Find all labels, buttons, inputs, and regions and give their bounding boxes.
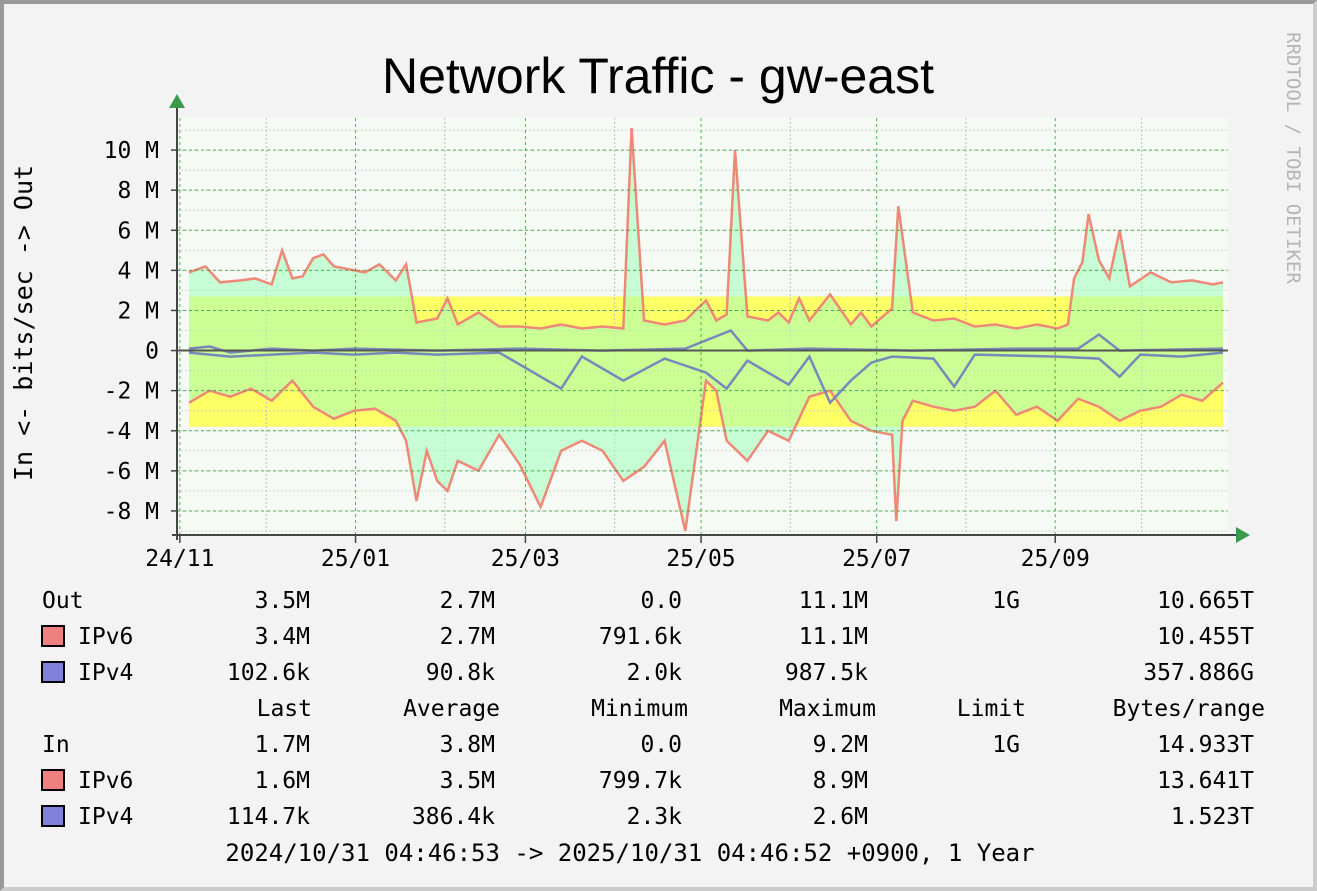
y-tick-label: 6 M <box>117 218 159 244</box>
legend-in_ipv4-bytes: 1.523T <box>1171 804 1254 830</box>
legend-in-minimum: 0.0 <box>640 732 682 758</box>
legend-in-limit: 1G <box>992 732 1020 758</box>
y-tick-label: -4 M <box>104 419 159 445</box>
y-axis-label: In <- bits/sec -> Out <box>9 165 38 481</box>
legend-in_ipv6-minimum: 799.7k <box>599 768 682 794</box>
y-axis-arrow <box>169 94 185 108</box>
legend-in_ipv4-minimum: 2.3k <box>627 804 683 830</box>
plot-area: 10 M 8 M 6 M 4 M 2 M 0 -2 M -4 M -6 M -8 M 24/11 25… <box>104 94 1250 572</box>
legend-in_ipv6-bytes: 13.641T <box>1157 768 1254 794</box>
legend-out_ipv6-average: 2.7M <box>440 624 495 650</box>
legend-out_ipv6-bytes: 10.455T <box>1157 624 1254 650</box>
legend-out-limit: 1G <box>992 588 1020 614</box>
series-line-in-ipv6 <box>188 377 1224 532</box>
legend-swatch <box>41 625 65 647</box>
legend-out_ipv4-average: 90.8k <box>426 660 495 686</box>
legend-out-minimum: 0.0 <box>640 588 682 614</box>
y-tick-label: -8 M <box>104 499 159 525</box>
y-tick-label: 0 <box>145 339 159 365</box>
legend-row-label: In <box>42 732 70 758</box>
legend-in-average: 3.8M <box>440 732 495 758</box>
legend-out_ipv4-bytes: 357.886G <box>1143 660 1254 686</box>
legend-out-maximum: 11.1M <box>799 588 868 614</box>
x-tick-label: 25/05 <box>666 546 735 572</box>
x-tick-label: 24/11 <box>145 546 214 572</box>
watermark: RRDTOOL / TOBI OETIKER <box>1282 32 1304 284</box>
legend-row-label: IPv4 <box>78 804 133 830</box>
legend-header-average: Average <box>403 696 500 722</box>
legend-in_ipv6-average: 3.5M <box>440 768 495 794</box>
legend-in_ipv4-maximum: 2.6M <box>813 804 868 830</box>
time-range-footer: 2024/10/31 04:46:53 -> 2025/10/31 04:46:… <box>225 839 1034 867</box>
legend-header-last: Last <box>257 696 312 722</box>
chart-title: Network Traffic - gw-east <box>382 48 934 104</box>
legend-in_ipv4-last: 114.7k <box>227 804 310 830</box>
y-tick-label: -6 M <box>104 459 159 485</box>
legend-out-bytes: 10.665T <box>1157 588 1254 614</box>
legend-in_ipv6-last: 1.6M <box>255 768 310 794</box>
legend-out-average: 2.7M <box>440 588 495 614</box>
y-tick-label: 10 M <box>104 138 159 164</box>
legend-out_ipv4-minimum: 2.0k <box>627 660 683 686</box>
y-tick-label: 8 M <box>117 178 159 204</box>
legend-in-maximum: 9.2M <box>813 732 868 758</box>
x-tick-label: 25/09 <box>1021 546 1090 572</box>
y-tick-label: 2 M <box>117 298 159 324</box>
legend-out_ipv4-maximum: 987.5k <box>785 660 868 686</box>
y-tick-label: 4 M <box>117 258 159 284</box>
legend-swatch <box>41 769 65 791</box>
legend-header-maximum: Maximum <box>779 696 876 722</box>
legend-out_ipv6-minimum: 791.6k <box>599 624 682 650</box>
legend-out_ipv6-maximum: 11.1M <box>799 624 868 650</box>
legend-in-bytes: 14.933T <box>1157 732 1254 758</box>
y-tick-label: -2 M <box>104 379 159 405</box>
series-line-in-ipv4 <box>188 351 1224 405</box>
legend: Out 3.5M 2.7M 0.0 11.1M 1G 10.665T IPv6 3.4M 2.7M… <box>41 588 1265 830</box>
x-tick-label: 25/01 <box>321 546 390 572</box>
legend-in-last: 1.7M <box>255 732 310 758</box>
legend-in_ipv4-average: 386.4k <box>412 804 495 830</box>
series-line-out-ipv6 <box>188 127 1224 330</box>
x-tick-label: 25/03 <box>491 546 560 572</box>
legend-swatch <box>41 805 65 827</box>
legend-header-minimum: Minimum <box>591 696 688 722</box>
legend-swatch <box>41 661 65 683</box>
x-tick-label: 25/07 <box>842 546 911 572</box>
legend-row-label: IPv4 <box>78 660 133 686</box>
legend-row-label: IPv6 <box>78 768 133 794</box>
legend-header-bytes: Bytes/range <box>1113 696 1265 722</box>
legend-row-label: IPv6 <box>78 624 133 650</box>
legend-out_ipv6-last: 3.4M <box>255 624 310 650</box>
legend-in_ipv6-maximum: 8.9M <box>813 768 868 794</box>
area-out-ipv6 <box>189 128 1223 351</box>
area-in-ipv6 <box>189 350 1223 531</box>
legend-header-limit: Limit <box>957 696 1026 722</box>
x-axis-arrow <box>1236 527 1250 543</box>
legend-row-label: Out <box>42 588 84 614</box>
legend-out_ipv4-last: 102.6k <box>227 660 310 686</box>
legend-out-last: 3.5M <box>255 588 310 614</box>
